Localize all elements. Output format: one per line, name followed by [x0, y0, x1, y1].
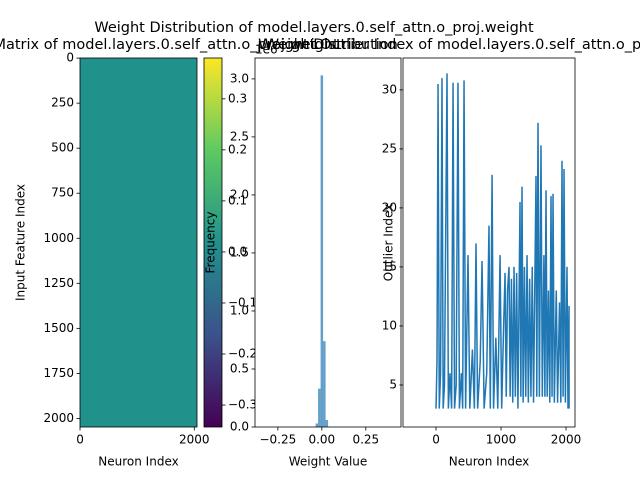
x-axis-label: Neuron Index — [98, 455, 178, 469]
y-tick-label: 20 — [382, 200, 397, 214]
x-tick-label: −0.25 — [259, 433, 296, 447]
heatmap-image — [80, 58, 197, 427]
y-tick-label: 2000 — [43, 411, 74, 425]
axes-background — [255, 58, 401, 427]
y-tick-label: 5 — [389, 377, 397, 391]
colorbar-tick-label: −0.1 — [228, 295, 257, 309]
axes-frame — [402, 57, 576, 428]
y-axis-label: Outlier Index — [382, 204, 396, 282]
histogram-bar — [315, 423, 319, 427]
colorbar-tick-label: 0.1 — [228, 193, 247, 207]
y-tick-label: 3.0 — [230, 71, 249, 85]
y-tick-label: 1000 — [43, 231, 74, 245]
colorbar — [204, 58, 222, 427]
colorbar-tick-label: 0.2 — [228, 142, 247, 156]
x-tick-label: 0 — [432, 433, 440, 447]
x-tick-label: 0 — [76, 433, 84, 447]
y-tick-label: 10 — [382, 318, 397, 332]
y-tick-label: 25 — [382, 141, 397, 155]
colorbar-frame — [203, 57, 223, 428]
y-tick-label: 1500 — [43, 321, 74, 335]
axes-title: Weight Outlier Index of model.layers.0.s… — [265, 37, 640, 53]
colorbar-tick-label: 0.0 — [228, 244, 247, 258]
colorbar-tick-label: 0.3 — [228, 91, 247, 105]
colorbar-tick-label: −0.3 — [228, 398, 257, 412]
histogram-bar — [318, 388, 321, 427]
axes-title: Weight Distribution — [258, 37, 398, 53]
y-tick-label: 0 — [66, 51, 74, 65]
x-tick-label: 0.00 — [308, 433, 335, 447]
y-tick-label: 500 — [51, 141, 74, 155]
histogram-bar — [323, 341, 326, 427]
y-tick-label: 2.0 — [230, 187, 249, 201]
x-tick-label: 2000 — [179, 433, 210, 447]
y-tick-label: 750 — [51, 186, 74, 200]
y-tick-label: 1.0 — [230, 303, 249, 317]
y-tick-label: 0.5 — [230, 361, 249, 375]
x-tick-label: 0.25 — [352, 433, 379, 447]
histogram-bar — [325, 420, 329, 427]
axes-frame — [79, 57, 198, 428]
figure-title: Weight Distribution of model.layers.0.se… — [94, 20, 534, 36]
axes-frame — [254, 57, 402, 428]
y-tick-label: 0.0 — [230, 420, 249, 434]
x-tick-label: 2000 — [551, 433, 582, 447]
y-tick-label: 2.5 — [230, 129, 249, 143]
y-axis-label: Frequency — [204, 212, 218, 274]
line-series — [435, 73, 570, 409]
y-tick-label: 1.5 — [230, 245, 249, 259]
x-axis-label: Neuron Index — [449, 455, 529, 469]
y-tick-label: 250 — [51, 96, 74, 110]
histogram-bar — [320, 75, 324, 427]
y-tick-label: 15 — [382, 259, 397, 273]
x-axis-label: Weight Value — [289, 455, 368, 469]
y-tick-label: 1750 — [43, 366, 74, 380]
y-offset-label: 1e6 — [255, 43, 278, 57]
y-axis-label: Input Feature Index — [14, 184, 28, 301]
y-tick-label: 1250 — [43, 276, 74, 290]
colorbar-tick-label: −0.2 — [228, 347, 257, 361]
x-tick-label: 1000 — [486, 433, 517, 447]
y-tick-label: 30 — [382, 82, 397, 96]
axes-title: Weight Matrix of model.layers.0.self_att… — [0, 37, 339, 53]
